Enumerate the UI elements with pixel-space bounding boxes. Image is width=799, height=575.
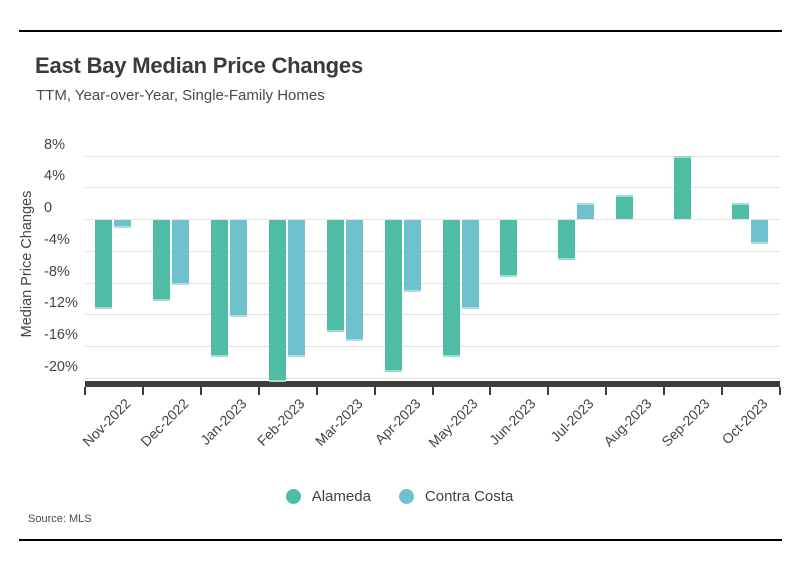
legend-label-alameda: Alameda bbox=[311, 487, 371, 505]
gridline--4- bbox=[85, 250, 780, 252]
y-tick-label--8-: -8% bbox=[44, 263, 70, 280]
y-tick-label--12-: -12% bbox=[44, 295, 78, 312]
legend-label-contra-costa: Contra Costa bbox=[424, 487, 514, 505]
bar-alameda-oct-2023 bbox=[732, 203, 750, 219]
bar-contra-costa-may-2023 bbox=[461, 220, 479, 309]
x-tick-12 bbox=[779, 387, 781, 395]
x-axis-line bbox=[85, 381, 780, 387]
x-tick-11 bbox=[721, 387, 724, 395]
gridline-4- bbox=[85, 187, 780, 189]
bar-contra-costa-dec-2022 bbox=[171, 220, 189, 286]
legend-dot-alameda-icon bbox=[285, 488, 301, 504]
bar-alameda-may-2023 bbox=[442, 220, 460, 358]
x-tick-3 bbox=[257, 387, 260, 395]
bar-contra-costa-nov-2022 bbox=[114, 220, 131, 228]
y-tick-label-4-: 4% bbox=[44, 168, 65, 185]
x-tick-7 bbox=[489, 387, 492, 395]
x-tick-4 bbox=[315, 387, 318, 395]
x-tick-6 bbox=[431, 387, 434, 395]
y-tick-label--16-: -16% bbox=[44, 327, 78, 343]
x-tick-8 bbox=[547, 387, 550, 395]
chart-subtitle: TTM, Year-over-Year, Single-Family Homes bbox=[36, 87, 325, 104]
x-tick-0 bbox=[84, 387, 86, 395]
bar-alameda-feb-2023 bbox=[268, 220, 286, 382]
bar-alameda-jan-2023 bbox=[210, 220, 228, 358]
bar-contra-costa-jul-2023 bbox=[577, 203, 595, 219]
chart-title: East Bay Median Price Changes bbox=[35, 53, 363, 78]
legend-dot-contra-costa-icon bbox=[398, 488, 414, 504]
gridline-0 bbox=[85, 219, 780, 220]
y-tick-label--4-: -4% bbox=[44, 231, 70, 248]
bar-alameda-nov-2022 bbox=[95, 220, 112, 309]
bar-alameda-jul-2023 bbox=[558, 220, 576, 260]
bar-contra-costa-jan-2023 bbox=[229, 220, 247, 317]
bar-alameda-mar-2023 bbox=[326, 220, 344, 332]
x-tick-2 bbox=[199, 387, 202, 395]
gridline--20- bbox=[85, 377, 780, 379]
gridline--16- bbox=[85, 346, 780, 347]
x-tick-1 bbox=[141, 387, 144, 395]
legend-item-contra-costa: Contra Costa bbox=[398, 487, 514, 505]
bar-alameda-sep-2023 bbox=[674, 155, 692, 219]
source-note: Source: MLS bbox=[28, 513, 92, 525]
bar-alameda-apr-2023 bbox=[384, 220, 402, 373]
bar-contra-costa-feb-2023 bbox=[287, 220, 305, 358]
bar-alameda-jun-2023 bbox=[500, 220, 518, 278]
gridline--12- bbox=[85, 314, 780, 316]
bar-contra-costa-apr-2023 bbox=[403, 220, 421, 293]
gridline-8- bbox=[85, 155, 780, 157]
x-tick-9 bbox=[605, 387, 608, 395]
bar-alameda-dec-2022 bbox=[152, 220, 170, 301]
x-tick-5 bbox=[373, 387, 376, 395]
bar-contra-costa-mar-2023 bbox=[345, 220, 363, 341]
x-tick-10 bbox=[663, 387, 666, 395]
gridline--8- bbox=[85, 282, 780, 284]
bar-contra-costa-oct-2023 bbox=[751, 220, 769, 244]
bottom-rule bbox=[19, 539, 782, 541]
bar-alameda-aug-2023 bbox=[616, 195, 634, 219]
y-tick-label--20-: -20% bbox=[44, 358, 78, 375]
legend: Alameda Contra Costa bbox=[0, 481, 799, 511]
y-tick-label-8-: 8% bbox=[44, 136, 65, 153]
legend-item-alameda: Alameda bbox=[285, 487, 371, 505]
top-rule bbox=[19, 30, 782, 32]
y-tick-label-0: 0 bbox=[44, 200, 53, 216]
